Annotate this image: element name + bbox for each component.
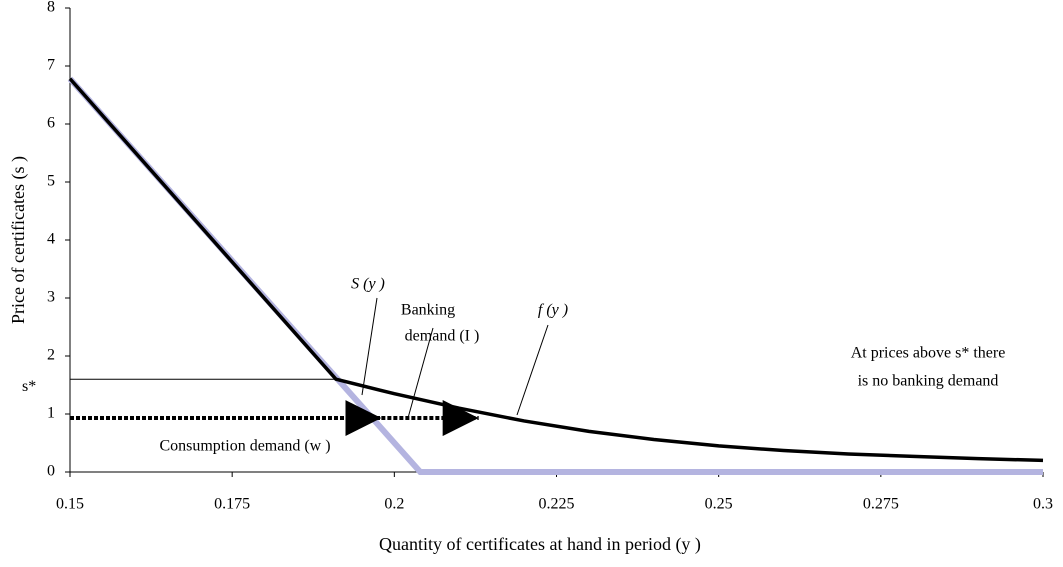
series-label: S (y ) <box>351 276 385 293</box>
y-tick-label: 4 <box>47 231 55 248</box>
annotation: At prices above s* there <box>851 345 1006 362</box>
series-label: f (y ) <box>538 302 568 319</box>
leader-line <box>361 297 378 396</box>
y-tick-label: 5 <box>47 173 55 190</box>
y-tick-label: 6 <box>47 115 55 132</box>
series-line <box>68 77 1044 463</box>
x-tick-label: 0.2 <box>384 496 404 513</box>
x-axis-title: Quantity of certificates at hand in peri… <box>379 534 701 555</box>
series-line <box>67 76 1043 475</box>
annotation: is no banking demand <box>858 373 999 390</box>
y-tick-label: 0 <box>47 463 55 480</box>
annotation: Banking <box>401 302 455 319</box>
y-tick-label: 1 <box>47 405 55 422</box>
x-tick-label: 0.25 <box>705 496 733 513</box>
leader-line <box>407 327 434 419</box>
x-tick-label: 0.3 <box>1033 496 1053 513</box>
y-axis-title: Price of certificates (s ) <box>8 156 29 324</box>
y-tick-label: 7 <box>47 57 55 74</box>
annotation: demand (I ) <box>405 328 480 345</box>
y-tick-label: 3 <box>47 289 55 306</box>
annotation: Consumption demand (w ) <box>159 438 330 455</box>
x-tick-label: 0.175 <box>214 496 250 513</box>
y-tick-label: 2 <box>47 347 55 364</box>
y-tick-label: 8 <box>47 0 55 16</box>
reference-label: s* <box>22 378 36 395</box>
x-tick-label: 0.275 <box>863 496 899 513</box>
x-tick-label: 0.225 <box>539 496 575 513</box>
x-tick-label: 0.15 <box>56 496 84 513</box>
leader-line <box>516 324 549 416</box>
